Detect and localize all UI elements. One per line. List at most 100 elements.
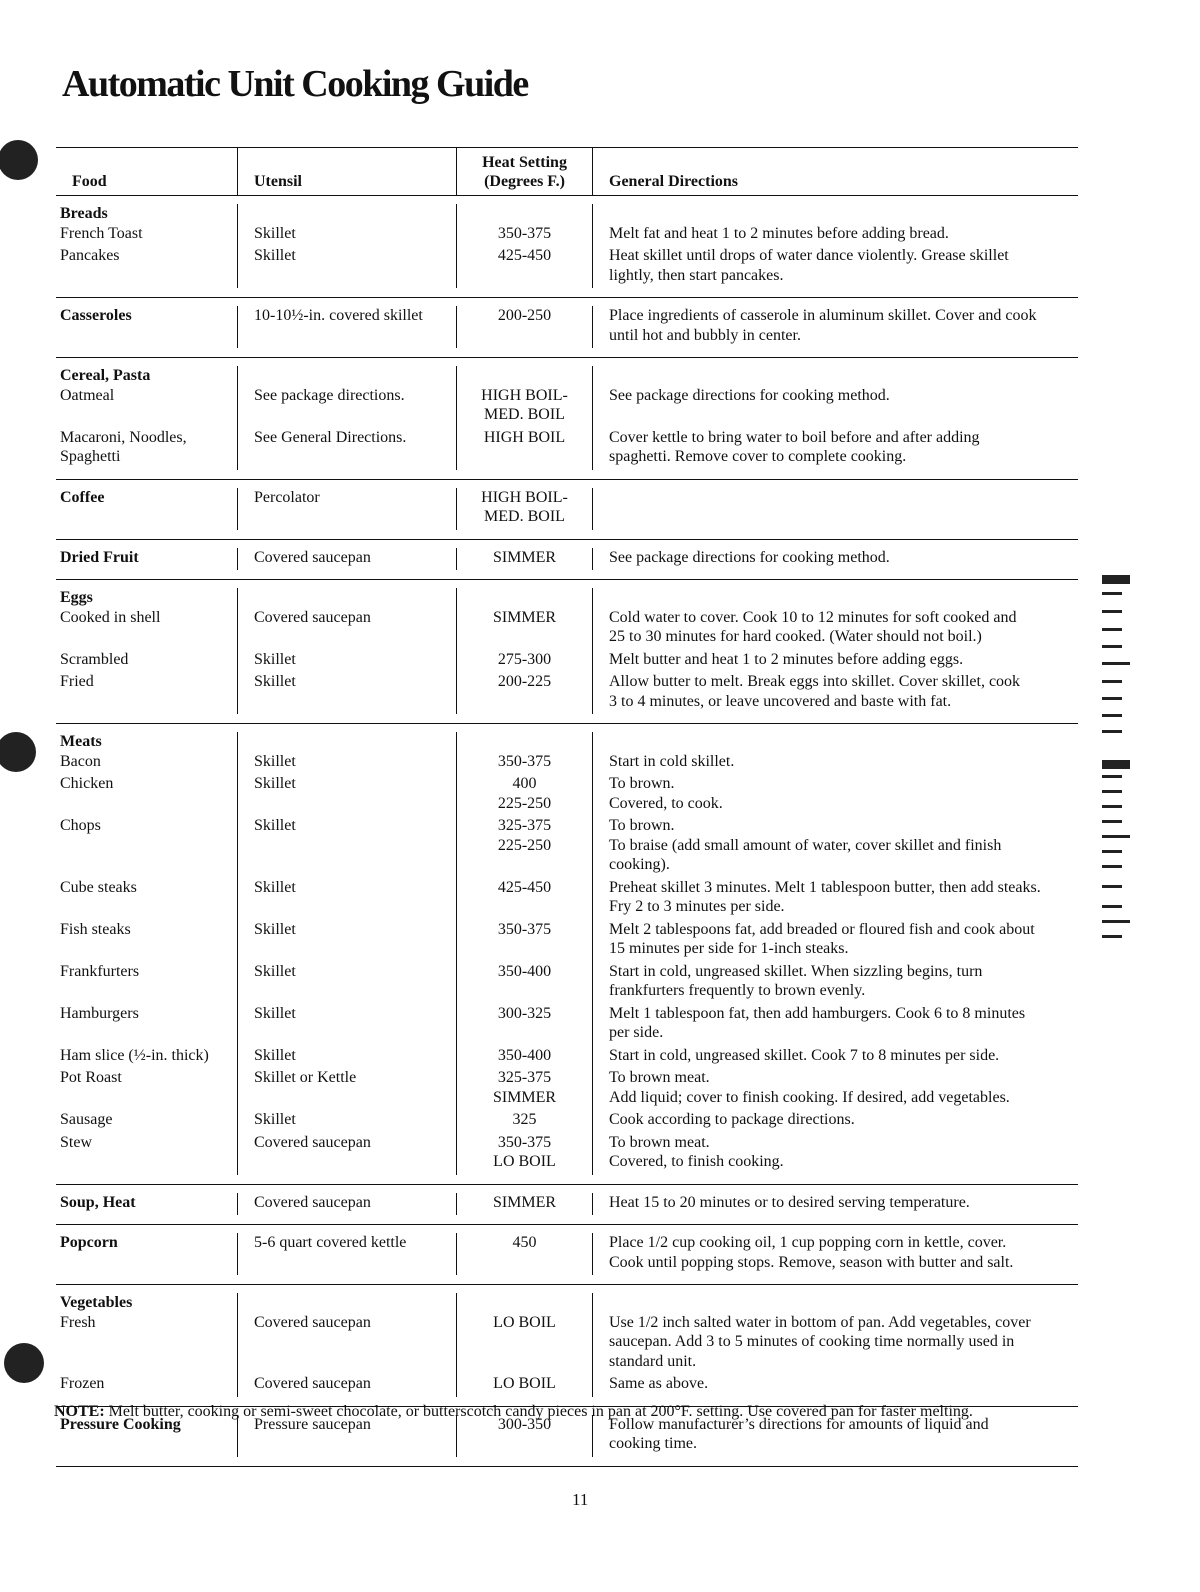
text-line: Start in cold, ungreased skillet. Cook 7… (609, 1046, 1000, 1064)
text-line: 300-350 (497, 1415, 552, 1433)
text-line: Same as above. (609, 1375, 709, 1392)
text-line: Stew (60, 1133, 92, 1151)
entry-heat: 350-375 LO BOIL (457, 1133, 592, 1172)
text-line: Skillet (254, 247, 296, 264)
entry-utensil: Skillet (254, 224, 456, 244)
text-line: Skillet (254, 775, 296, 792)
entry-dir: Cold water to cover. Cook 10 to 12 minut… (609, 608, 1078, 647)
header-utensil: Utensil (237, 148, 456, 195)
text-line: lightly, then start pancakes. (609, 266, 784, 284)
text-line: Follow manufacturer’s directions for amo… (609, 1415, 989, 1433)
text-line: Skillet (254, 878, 296, 896)
utensil-cell: Covered saucepan Covered saucepan (237, 1293, 456, 1397)
text-line: Percolator (254, 488, 320, 506)
text-line: See package directions for cooking metho… (609, 548, 890, 566)
margin-mark (1102, 790, 1122, 793)
entry-food: Oatmeal (60, 386, 237, 425)
text-line: Heat skillet until drops of water dance … (609, 247, 1009, 264)
text-line: Skillet (254, 1111, 296, 1128)
text-line: standard unit. (609, 1352, 697, 1370)
text-line: Use 1/2 inch salted water in bottom of p… (609, 1313, 1031, 1331)
text-line: LO BOIL (493, 1375, 556, 1392)
cooking-guide-table: Food Utensil Heat Setting (Degrees F.) Ge… (56, 147, 1078, 1467)
table-section: Coffee Percolator HIGH BOIL- MED. BOIL (56, 480, 1078, 540)
text-line: Dried Fruit (60, 548, 139, 566)
entry-food: Casseroles (60, 306, 237, 345)
entry-dir: Heat 15 to 20 minutes or to desired serv… (609, 1193, 1078, 1213)
text-line: Start in cold skillet. (609, 752, 735, 770)
entry-food: Fried (60, 672, 237, 711)
text-line: 350-375 (497, 224, 552, 242)
entry-utensil: Covered saucepan (254, 548, 456, 568)
entry-heat: 350-400 (457, 1046, 592, 1066)
heat-setting-cell: HIGH BOIL- MED. BOIL HIGH BOIL (456, 366, 592, 470)
directions-cell: Follow manufacturer’s directions for amo… (592, 1414, 1078, 1457)
entry-utensil: Skillet (254, 878, 456, 917)
margin-mark (1102, 628, 1122, 631)
table-section: Soup, Heat Covered saucepan SIMMER Heat 15 … (56, 1185, 1078, 1225)
heat-setting-cell: HIGH BOIL- MED. BOIL (456, 487, 592, 530)
entry-heat: 425-450 (457, 246, 592, 285)
table-section: Vegetables Fresh Frozen Covered saucepan Co… (56, 1285, 1078, 1407)
text-line: Covered, to cook. (609, 794, 723, 812)
entry-dir: Start in cold skillet. (609, 752, 1078, 772)
header-heat-setting: Heat Setting (Degrees F.) (456, 148, 592, 195)
entry-utensil: See General Directions. (254, 428, 456, 467)
entry-utensil: Covered saucepan (254, 1133, 456, 1172)
text-line: Chops (60, 817, 101, 834)
text-line: 3 to 4 minutes, or leave uncovered and b… (609, 692, 952, 710)
entry-food: Hamburgers (60, 1004, 237, 1043)
text-line: Fresh (60, 1313, 96, 1331)
utensil-cell: Skillet Skillet Skillet Skillet Skillet Skill… (237, 732, 456, 1175)
margin-mark (1102, 775, 1122, 778)
table-section: Pressure Cooking Pressure saucepan 300-350… (56, 1407, 1078, 1467)
text-line: Skillet (254, 962, 296, 980)
directions-cell: Use 1/2 inch salted water in bottom of p… (592, 1293, 1078, 1397)
text-line: Start in cold, ungreased skillet. When s… (609, 962, 983, 980)
text-line: To brown meat. (609, 1069, 710, 1086)
binder-hole-top (0, 140, 38, 180)
text-line: Soup, Heat (60, 1193, 136, 1211)
entry-heat: 450 (457, 1233, 592, 1272)
text-line: Covered saucepan (254, 548, 371, 566)
entry-food: Frankfurters (60, 962, 237, 1001)
margin-mark (1102, 805, 1122, 808)
text-line: Covered saucepan (254, 1375, 371, 1392)
entry-food: Stew (60, 1133, 237, 1172)
entry-dir: Start in cold, ungreased skillet. When s… (609, 962, 1078, 1001)
food-cell: Eggs Cooked in shell Scrambled Fried (56, 588, 237, 714)
entry-heat: SIMMER (457, 1193, 592, 1213)
entry-heat: LO BOIL (457, 1313, 592, 1372)
food-cell: Breads French Toast Pancakes (56, 204, 237, 288)
text-line: Hamburgers (60, 1004, 139, 1022)
text-line: To brown. (609, 775, 675, 792)
table-header: Food Utensil Heat Setting (Degrees F.) Ge… (56, 148, 1078, 196)
food-cell: Popcorn (56, 1233, 237, 1275)
text-line: 350-400 (497, 1046, 552, 1064)
food-cell: Casseroles (56, 306, 237, 348)
text-line: Macaroni, Noodles, (60, 428, 187, 446)
entry-heat: 325 (457, 1110, 592, 1130)
utensil-cell: Skillet Skillet (237, 204, 456, 288)
header-food: Food (72, 173, 107, 190)
utensil-cell: Covered saucepan Skillet Skillet (237, 588, 456, 714)
directions-cell: Melt fat and heat 1 to 2 minutes before … (592, 204, 1078, 288)
text-line: 325-375 (497, 817, 552, 834)
text-line: 350-375 (497, 1133, 552, 1151)
entry-dir: Same as above. (609, 1374, 1078, 1394)
text-line: cooking time. (609, 1435, 697, 1452)
text-line: Cooked in shell (60, 608, 161, 626)
food-cell: Cereal, Pasta Oatmeal Macaroni, Noodles, Sp… (56, 366, 237, 470)
entry-food: Popcorn (60, 1233, 237, 1272)
text-line: spaghetti. Remove cover to complete cook… (609, 448, 907, 465)
entry-food: Frozen (60, 1374, 237, 1394)
entry-utensil: Skillet (254, 672, 456, 711)
page-number: 11 (572, 1490, 589, 1509)
table-section: Breads French Toast Pancakes Skillet Skille… (56, 196, 1078, 298)
heat-setting-cell: SIMMER (456, 547, 592, 570)
entry-heat: 400 225-250 (457, 774, 592, 813)
text-line: SIMMER (492, 1193, 557, 1211)
entry-food: Fresh (60, 1313, 237, 1372)
entry-dir: Cover kettle to bring water to boil befo… (609, 428, 1078, 467)
entry-dir: Melt fat and heat 1 to 2 minutes before … (609, 224, 1078, 244)
